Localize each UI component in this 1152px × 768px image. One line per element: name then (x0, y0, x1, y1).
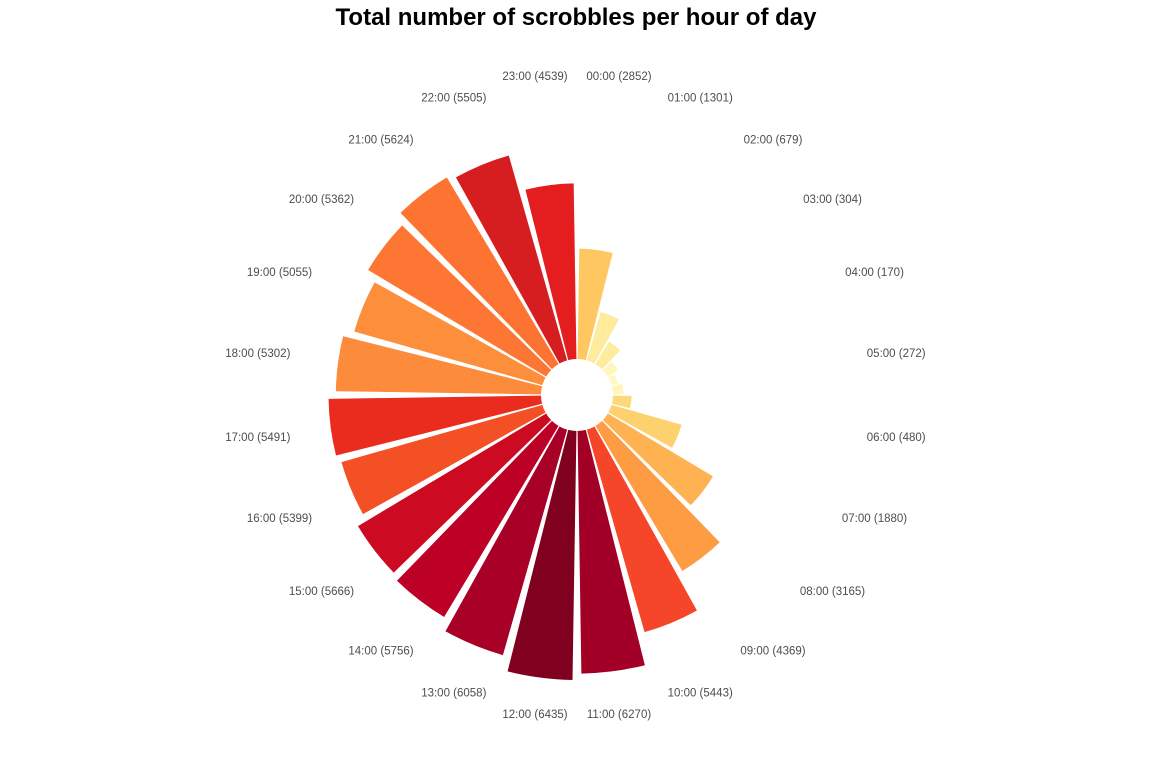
hour-label-1600: 16:00 (5399) (247, 513, 312, 525)
hour-label-0200: 02:00 (679) (744, 135, 803, 147)
bars-group (328, 155, 720, 680)
bar-1700 (328, 395, 543, 456)
hour-label-0800: 08:00 (3165) (800, 586, 865, 598)
chart-title: Total number of scrobbles per hour of da… (335, 4, 817, 31)
bar-2100 (400, 177, 559, 370)
hour-label-0400: 04:00 (170) (845, 267, 904, 279)
bar-0500 (611, 383, 624, 395)
hour-label-0000: 00:00 (2852) (586, 71, 651, 83)
bar-0900 (595, 420, 720, 571)
bar-1800 (335, 336, 543, 395)
hour-label-0600: 06:00 (480) (867, 432, 926, 444)
bar-1200 (507, 429, 577, 680)
hour-label-1400: 14:00 (5756) (348, 646, 413, 658)
bar-0800 (602, 413, 713, 506)
hour-label-2200: 22:00 (5505) (421, 93, 486, 105)
hour-label-2300: 23:00 (4539) (502, 71, 567, 83)
bar-0700 (608, 404, 682, 448)
hour-label-1500: 15:00 (5666) (289, 586, 354, 598)
bar-1000 (586, 426, 697, 633)
hour-label-0300: 03:00 (304) (803, 194, 862, 206)
bar-1100 (577, 429, 645, 674)
hour-label-1700: 17:00 (5491) (225, 432, 290, 444)
bar-0200 (595, 341, 621, 370)
hour-label-2000: 20:00 (5362) (289, 194, 354, 206)
bar-1300 (445, 426, 568, 656)
hour-label-0100: 01:00 (1301) (668, 93, 733, 105)
bar-0400 (608, 374, 618, 386)
hour-label-1000: 10:00 (5443) (668, 688, 733, 700)
bar-2300 (525, 183, 577, 361)
hour-label-1900: 19:00 (5055) (247, 267, 312, 279)
bar-1900 (354, 282, 546, 386)
hour-label-1100: 11:00 (6270) (587, 709, 652, 721)
hour-label-1200: 12:00 (6435) (502, 709, 567, 721)
bar-1400 (396, 420, 559, 617)
hour-label-1300: 13:00 (6058) (421, 688, 486, 700)
bar-1500 (357, 413, 552, 573)
hour-label-2100: 21:00 (5624) (348, 135, 413, 147)
bar-0100 (586, 311, 619, 364)
bar-2200 (455, 155, 568, 364)
bar-1600 (341, 404, 546, 515)
hour-label-1800: 18:00 (5302) (225, 348, 290, 360)
hour-label-0700: 07:00 (1880) (842, 513, 907, 525)
bar-0600 (611, 395, 632, 409)
bar-2000 (368, 225, 552, 377)
bar-0000 (577, 248, 613, 361)
hour-labels-group: 00:00 (2852) 01:00 (1301) 02:00 (679) 03:00… (225, 71, 926, 721)
hour-label-0900: 09:00 (4369) (740, 646, 805, 658)
bar-0300 (602, 361, 618, 377)
hour-label-0500: 05:00 (272) (867, 348, 926, 360)
